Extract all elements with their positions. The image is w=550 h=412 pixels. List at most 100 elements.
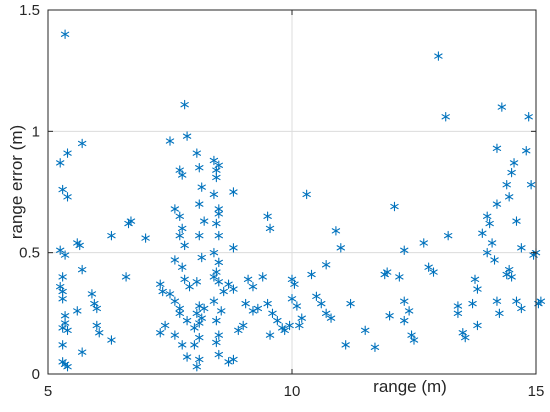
data-point bbox=[195, 230, 204, 241]
data-point bbox=[522, 145, 531, 156]
data-point bbox=[195, 332, 204, 343]
data-point bbox=[285, 320, 294, 331]
data-point bbox=[63, 148, 72, 158]
data-point bbox=[526, 179, 536, 190]
x-tick-label: 10 bbox=[284, 383, 301, 400]
data-point bbox=[87, 289, 97, 299]
data-point bbox=[263, 298, 272, 309]
data-point bbox=[280, 325, 289, 336]
data-point bbox=[175, 308, 184, 319]
data-point bbox=[307, 269, 316, 280]
data-point bbox=[273, 315, 282, 326]
data-point bbox=[182, 131, 192, 141]
data-point bbox=[361, 325, 370, 336]
data-point bbox=[409, 335, 419, 345]
data-point bbox=[75, 240, 84, 251]
data-point bbox=[77, 264, 87, 275]
data-point bbox=[92, 320, 101, 331]
data-point bbox=[385, 311, 394, 321]
grid-lines bbox=[48, 10, 536, 374]
data-point bbox=[248, 306, 258, 316]
data-point bbox=[424, 262, 433, 272]
data-point bbox=[258, 272, 267, 282]
data-point bbox=[492, 296, 502, 306]
data-point bbox=[507, 272, 516, 282]
data-point bbox=[382, 267, 392, 277]
data-point bbox=[107, 335, 116, 345]
data-point bbox=[92, 303, 101, 314]
data-point bbox=[453, 308, 463, 319]
data-point bbox=[441, 112, 450, 122]
data-point bbox=[400, 296, 409, 306]
data-point bbox=[214, 349, 223, 360]
data-point bbox=[199, 216, 209, 226]
data-point bbox=[214, 277, 223, 287]
data-point bbox=[185, 281, 194, 292]
data-point bbox=[107, 230, 116, 241]
data-point bbox=[487, 238, 497, 248]
data-point bbox=[336, 243, 345, 253]
x-tick-label: 15 bbox=[528, 383, 545, 400]
data-point bbox=[175, 211, 184, 222]
data-point bbox=[502, 179, 511, 190]
data-point bbox=[404, 306, 414, 316]
data-point bbox=[268, 308, 277, 319]
data-point bbox=[190, 340, 199, 350]
data-point bbox=[229, 243, 238, 253]
data-point bbox=[178, 340, 187, 350]
y-axis-label: range error (m) bbox=[7, 125, 26, 239]
data-point bbox=[58, 294, 67, 304]
data-point bbox=[490, 255, 499, 265]
data-point bbox=[341, 340, 350, 350]
data-point bbox=[536, 296, 546, 306]
data-point bbox=[331, 226, 341, 236]
data-point bbox=[248, 281, 258, 292]
data-point bbox=[302, 189, 311, 200]
data-point bbox=[212, 172, 221, 183]
data-point bbox=[461, 332, 470, 343]
data-point bbox=[60, 29, 70, 40]
data-point bbox=[263, 211, 272, 222]
data-point bbox=[209, 247, 219, 258]
data-point bbox=[192, 148, 202, 158]
data-point bbox=[77, 138, 87, 149]
data-point bbox=[265, 330, 275, 340]
data-point bbox=[483, 211, 492, 222]
data-point bbox=[178, 223, 187, 234]
data-point bbox=[158, 286, 167, 297]
data-point bbox=[214, 230, 223, 241]
data-point bbox=[60, 250, 70, 260]
data-point bbox=[504, 264, 514, 275]
data-point bbox=[504, 192, 514, 202]
data-point bbox=[390, 201, 399, 212]
data-point bbox=[485, 218, 494, 229]
data-point bbox=[214, 209, 223, 219]
data-point bbox=[321, 308, 331, 319]
data-point bbox=[77, 347, 87, 357]
data-point bbox=[182, 352, 192, 362]
data-point bbox=[156, 279, 165, 289]
data-point bbox=[495, 308, 504, 319]
x-tick-label: 5 bbox=[44, 383, 52, 400]
data-point bbox=[434, 51, 443, 61]
data-point bbox=[209, 272, 219, 282]
data-point bbox=[370, 342, 380, 353]
data-point bbox=[243, 274, 253, 285]
data-point bbox=[170, 255, 180, 265]
data-point bbox=[195, 301, 204, 311]
data-point bbox=[517, 243, 526, 253]
data-point bbox=[473, 320, 482, 331]
data-point bbox=[524, 112, 533, 122]
data-point bbox=[56, 158, 65, 168]
data-point bbox=[126, 216, 136, 226]
data-point bbox=[73, 306, 82, 316]
data-point bbox=[239, 320, 248, 331]
data-point bbox=[265, 223, 275, 234]
data-point bbox=[192, 277, 202, 287]
data-point bbox=[212, 315, 221, 326]
data-point bbox=[517, 303, 526, 314]
data-point bbox=[178, 262, 187, 272]
data-point bbox=[478, 228, 487, 239]
data-point bbox=[209, 296, 219, 306]
data-point bbox=[297, 313, 306, 323]
